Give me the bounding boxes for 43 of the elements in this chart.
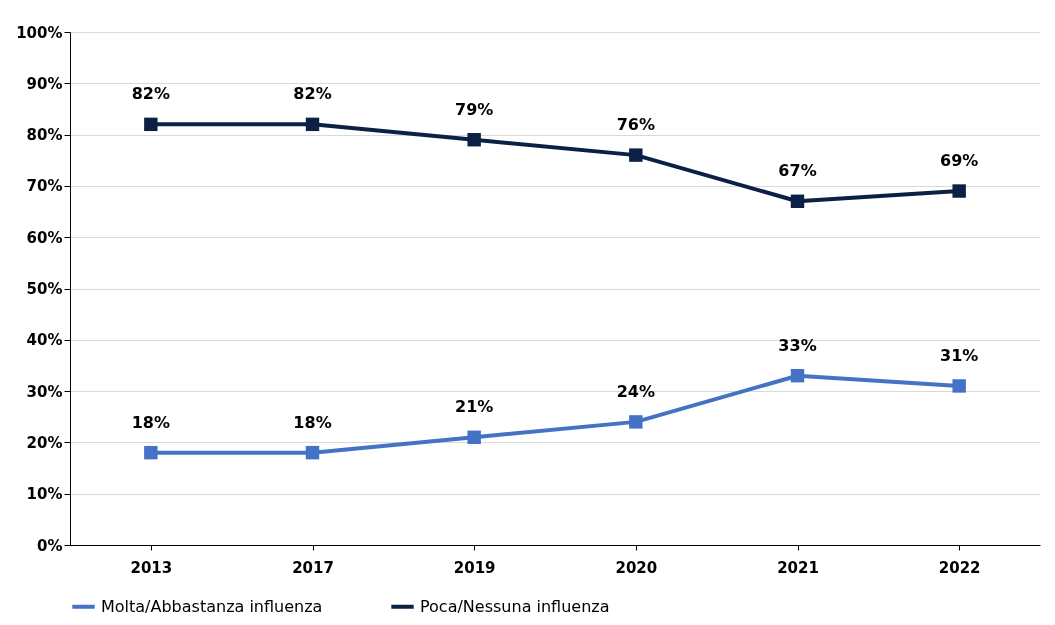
point <box>790 369 805 383</box>
y-tick-label: 10% <box>26 485 63 504</box>
y-tick-label: 80% <box>26 126 63 145</box>
data-label: 18% <box>293 412 332 432</box>
data-label: 82% <box>131 84 170 104</box>
data-label: 21% <box>455 397 494 417</box>
x-tick-label: 2021 <box>777 558 819 577</box>
data-label: 18% <box>131 412 170 432</box>
point <box>305 117 320 132</box>
y-tick-label: 70% <box>26 177 63 196</box>
point <box>952 184 966 198</box>
legend-label: Molta/Abbastanza influenza <box>101 596 323 616</box>
point <box>467 133 481 147</box>
data-label: 24% <box>616 381 655 401</box>
x-tick-label: 2022 <box>938 558 981 577</box>
y-tick-label: 60% <box>26 228 63 247</box>
y-tick-label: 0% <box>37 536 63 555</box>
point <box>144 445 158 460</box>
y-tick-label: 100% <box>16 23 63 42</box>
y-tick-label: 30% <box>26 382 63 401</box>
point <box>305 445 320 460</box>
point <box>467 430 481 444</box>
data-label: 76% <box>616 115 655 135</box>
data-label: 82% <box>293 84 332 104</box>
point <box>952 379 966 393</box>
x-tick-label: 2019 <box>453 558 496 577</box>
data-label: 33% <box>778 335 817 355</box>
data-label: 67% <box>778 161 817 181</box>
point <box>629 148 643 162</box>
point <box>144 117 158 132</box>
point <box>629 415 643 429</box>
legend-label: Poca/Nessuna influenza <box>420 596 610 616</box>
x-tick-label: 2017 <box>292 558 334 577</box>
data-label: 69% <box>940 151 979 171</box>
y-tick-label: 90% <box>26 74 63 93</box>
x-tick-label: 2020 <box>615 558 658 577</box>
x-tick-label: 2013 <box>130 558 173 577</box>
y-tick-label: 40% <box>26 331 63 350</box>
point <box>790 194 805 208</box>
data-label: 79% <box>455 99 494 119</box>
y-tick-label: 20% <box>26 433 63 452</box>
y-tick-label: 50% <box>26 280 63 298</box>
data-label: 31% <box>940 345 979 365</box>
